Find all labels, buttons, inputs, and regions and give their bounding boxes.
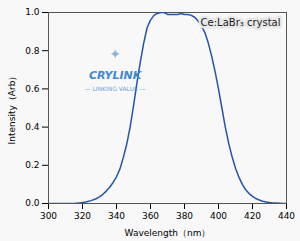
svg-text:340: 340 [108,211,125,221]
svg-text:420: 420 [244,211,261,221]
svg-text:440: 440 [278,211,295,221]
svg-text:CRYLINK: CRYLINK [89,69,143,82]
svg-text:300: 300 [40,211,57,221]
svg-text:0.6: 0.6 [25,84,40,94]
svg-text:320: 320 [74,211,91,221]
svg-text:360: 360 [142,211,159,221]
svg-text:400: 400 [210,211,227,221]
svg-text:1.0: 1.0 [25,7,40,17]
svg-text:Intensity（Arb）: Intensity（Arb） [7,72,17,145]
svg-text:Wavelength（nm）: Wavelength（nm） [125,228,211,238]
svg-text:380: 380 [176,211,193,221]
svg-text:✦: ✦ [109,46,121,62]
svg-text:0.8: 0.8 [25,46,40,56]
svg-text:Ce:LaBr₃ crystal: Ce:LaBr₃ crystal [201,17,281,28]
svg-text:0.4: 0.4 [25,122,40,132]
svg-text:0.0: 0.0 [25,198,40,208]
svg-text:0.2: 0.2 [25,160,39,170]
svg-text:— LINKING VALUE —: — LINKING VALUE — [85,85,146,92]
